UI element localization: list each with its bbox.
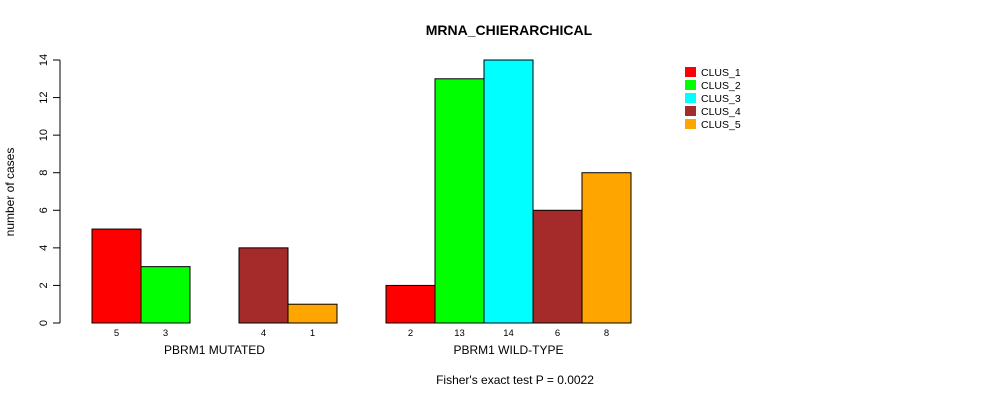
bar-clus-5-mutated (287, 303, 338, 324)
count-label: 13 (454, 328, 465, 339)
legend-label: CLUS_3 (701, 93, 741, 105)
legend-label: CLUS_1 (701, 67, 741, 79)
bars (91, 59, 632, 324)
legend-swatch-clus-2 (685, 80, 696, 90)
chart-title: MRNA_CHIERARCHICAL (426, 22, 593, 38)
y-axis: 0 2 4 6 8 10 12 14 (38, 54, 61, 326)
bar-clus-5-wild-type (581, 172, 632, 324)
y-tick-label: 2 (38, 282, 50, 288)
count-label: 1 (310, 328, 315, 339)
y-tick-label: 0 (38, 320, 50, 326)
legend-label: CLUS_5 (701, 119, 741, 131)
bar-clus-3-wild-type (483, 59, 534, 324)
y-tick-label: 12 (38, 91, 50, 103)
count-label: 14 (503, 328, 514, 339)
legend-swatch-clus-3 (685, 93, 696, 103)
legend-swatch-clus-1 (685, 67, 696, 77)
count-label: 8 (604, 328, 609, 339)
y-tick-label: 4 (38, 245, 50, 251)
count-label: 5 (114, 328, 119, 339)
count-label: 3 (163, 328, 168, 339)
y-tick-label: 14 (38, 54, 50, 66)
group-label: PBRM1 WILD-TYPE (453, 343, 563, 357)
y-tick-label: 10 (38, 129, 50, 141)
bar-clus-2-mutated (140, 266, 191, 324)
bar-clus-1-mutated (91, 228, 142, 324)
fisher-test-footnote: Fisher's exact test P = 0.0022 (436, 373, 594, 387)
count-label: 6 (555, 328, 560, 339)
legend-swatch-clus-5 (685, 119, 696, 129)
count-label: 2 (408, 328, 413, 339)
count-label: 4 (261, 328, 266, 339)
bar-clus-1-wild-type (385, 284, 436, 324)
group-label: PBRM1 MUTATED (164, 343, 265, 357)
y-axis-label: number of cases (3, 148, 17, 237)
group-labels: PBRM1 MUTATED PBRM1 WILD-TYPE (164, 343, 563, 357)
bar-clus-4-mutated (238, 247, 289, 324)
y-tick-label: 8 (38, 170, 50, 176)
legend-label: CLUS_4 (701, 106, 741, 118)
bar-clus-4-wild-type (532, 209, 583, 324)
count-labels: 5 3 4 1 2 13 14 6 8 (114, 328, 609, 339)
legend-swatch-clus-4 (685, 106, 696, 116)
bar-clus-2-wild-type (434, 78, 485, 324)
legend-label: CLUS_2 (701, 80, 741, 92)
y-tick-label: 6 (38, 207, 50, 213)
